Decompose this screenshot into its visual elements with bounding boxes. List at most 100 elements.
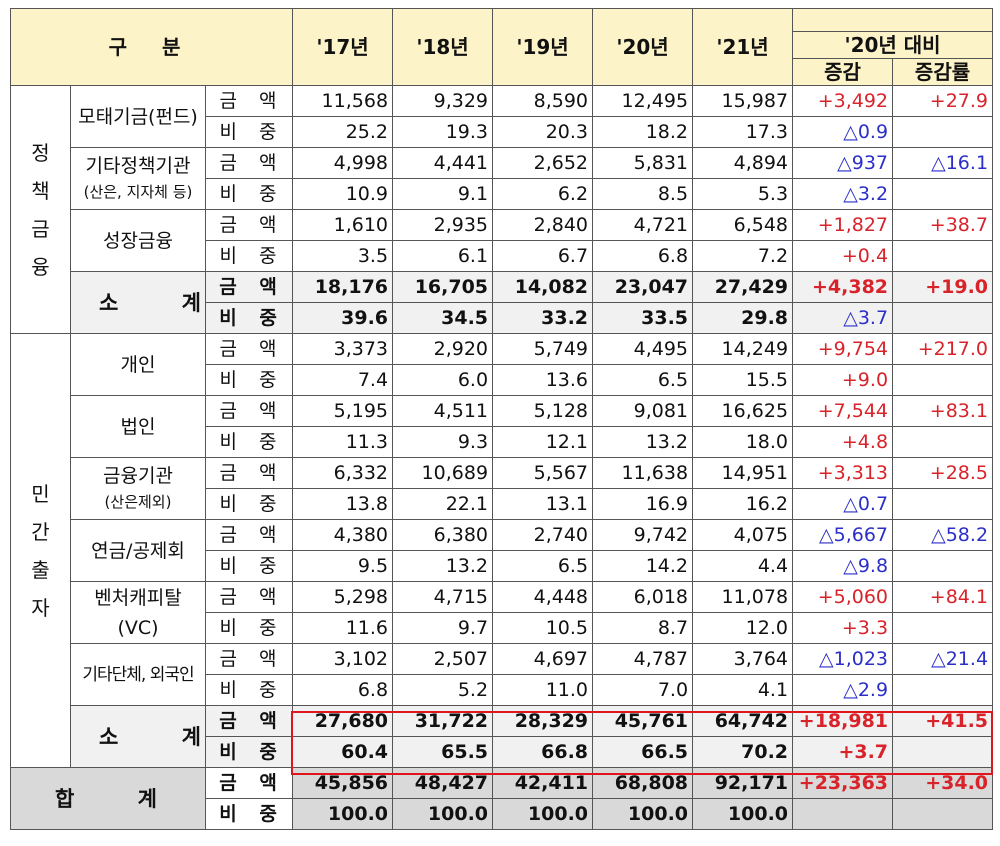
cell: 6,548: [692, 209, 794, 241]
cell: 5,567: [492, 457, 594, 489]
header-year-17: '17년: [292, 8, 394, 86]
cell: 70.2: [692, 736, 794, 768]
table-row: 금융기관 (산은제외) 금 액 6,332 10,689 5,567 11,63…: [11, 457, 994, 520]
amount-label: 금 액: [204, 147, 294, 179]
cell: 1,610: [292, 209, 394, 241]
subtotal-label: 소 계: [70, 271, 206, 334]
cell: 12.0: [692, 612, 794, 644]
change-cell: △3.7: [792, 302, 894, 334]
cell: 11,568: [292, 85, 394, 117]
rate-cell: +27.9: [892, 85, 994, 117]
cell: 66.5: [592, 736, 694, 768]
rate-cell: +41.5: [892, 705, 994, 737]
cell: 8.5: [592, 178, 694, 210]
cell: 13.6: [492, 364, 594, 396]
group-policy: 정 책 금 융: [10, 85, 71, 334]
rate-cell: +38.7: [892, 209, 994, 241]
cell: 6.2: [492, 178, 594, 210]
cell: 7.4: [292, 364, 394, 396]
rate-cell: [892, 302, 994, 334]
rate-cell: [892, 426, 994, 458]
cell: 9,081: [592, 395, 694, 427]
row-name: 개인: [70, 333, 206, 396]
table-row: 비 중 13.8 22.1 13.1 16.9 16.2 △0.7: [11, 488, 994, 520]
cell: 5,749: [492, 333, 594, 365]
amount-label: 금 액: [204, 705, 294, 737]
cell: 18.0: [692, 426, 794, 458]
total-row: 합 계 금 액 45,856 48,427 42,411 68,808 92,1…: [10, 767, 994, 830]
cell: 5,195: [292, 395, 394, 427]
cell: 17.3: [692, 116, 794, 148]
change-cell: +3,313: [792, 457, 894, 489]
cell: 5.2: [392, 674, 494, 706]
cell: 3,102: [292, 643, 394, 675]
cell: 33.2: [492, 302, 594, 334]
change-cell: +3,492: [792, 85, 894, 117]
cell: 18.2: [592, 116, 694, 148]
amount-label: 금 액: [204, 519, 294, 551]
cell: 10.9: [292, 178, 394, 210]
header-year-21: '21년: [692, 8, 794, 86]
cell: 2,507: [392, 643, 494, 675]
header-change-rate: 증감률: [892, 58, 994, 86]
cell: 15,987: [692, 85, 794, 117]
cell: 31,722: [392, 705, 494, 737]
rate-cell: +217.0: [892, 333, 994, 365]
rate-cell: [892, 674, 994, 706]
total-row: 비 중 100.0 100.0 100.0 100.0 100.0: [11, 798, 994, 830]
amount-label: 금 액: [204, 643, 294, 675]
table-row: 비 중 11.6 9.7 10.5 8.7 12.0 +3.3: [11, 612, 994, 644]
cell: 65.5: [392, 736, 494, 768]
cell: 25.2: [292, 116, 394, 148]
change-cell: △9.8: [792, 550, 894, 582]
cell: 6.5: [592, 364, 694, 396]
cell: 27,429: [692, 271, 794, 303]
header-year-20: '20년: [592, 8, 694, 86]
share-label: 비 중: [204, 302, 294, 334]
cell: 16.9: [592, 488, 694, 520]
cell: 9,329: [392, 85, 494, 117]
amount-label: 금 액: [204, 395, 294, 427]
cell: 13.2: [392, 550, 494, 582]
cell: 6.8: [292, 674, 394, 706]
cell: 11.0: [492, 674, 594, 706]
rate-cell: △21.4: [892, 643, 994, 675]
cell: 3.5: [292, 240, 394, 272]
cell: 6.1: [392, 240, 494, 272]
cell: 14.2: [592, 550, 694, 582]
cell: 9.1: [392, 178, 494, 210]
cell: 4,448: [492, 581, 594, 613]
share-label: 비 중: [204, 240, 294, 272]
table-row: 비 중 3.5 6.1 6.7 6.8 7.2 +0.4: [11, 240, 994, 272]
cell: 9.5: [292, 550, 394, 582]
cell: 6.8: [592, 240, 694, 272]
cell: 6,018: [592, 581, 694, 613]
investment-table: 구 분 '17년 '18년 '19년 '20년 '21년 '20년 대비 증감 …: [9, 8, 994, 830]
cell: 34.5: [392, 302, 494, 334]
amount-label: 금 액: [204, 209, 294, 241]
change-cell: +0.4: [792, 240, 894, 272]
header-spacer: [792, 8, 994, 32]
share-label: 비 중: [204, 116, 294, 148]
cell: 92,171: [692, 767, 794, 799]
row-name: 성장금융: [70, 209, 206, 272]
row-name: 연금/공제회: [70, 519, 206, 582]
rate-cell: [892, 736, 994, 768]
change-cell: △3.2: [792, 178, 894, 210]
share-label: 비 중: [204, 736, 294, 768]
row-name: 기타단체, 외국인: [70, 643, 206, 706]
rate-cell: △16.1: [892, 147, 994, 179]
share-label: 비 중: [204, 798, 294, 830]
cell: 14,082: [492, 271, 594, 303]
cell: 6.0: [392, 364, 494, 396]
row-name: 기타정책기관 (산은, 지자체 등): [70, 147, 206, 210]
table-row: 비 중 9.5 13.2 6.5 14.2 4.4 △9.8: [11, 550, 994, 582]
table-row: 민 간 출 자 개인 금 액 3,373 2,920 5,749 4,495 1…: [10, 333, 994, 768]
cell: 4,495: [592, 333, 694, 365]
cell: 100.0: [392, 798, 494, 830]
cell: 9.3: [392, 426, 494, 458]
subtotal-row: 비 중 39.6 34.5 33.2 33.5 29.8 △3.7: [11, 302, 994, 334]
total-label: 합 계: [10, 767, 206, 830]
cell: 13.8: [292, 488, 394, 520]
cell: 16,705: [392, 271, 494, 303]
